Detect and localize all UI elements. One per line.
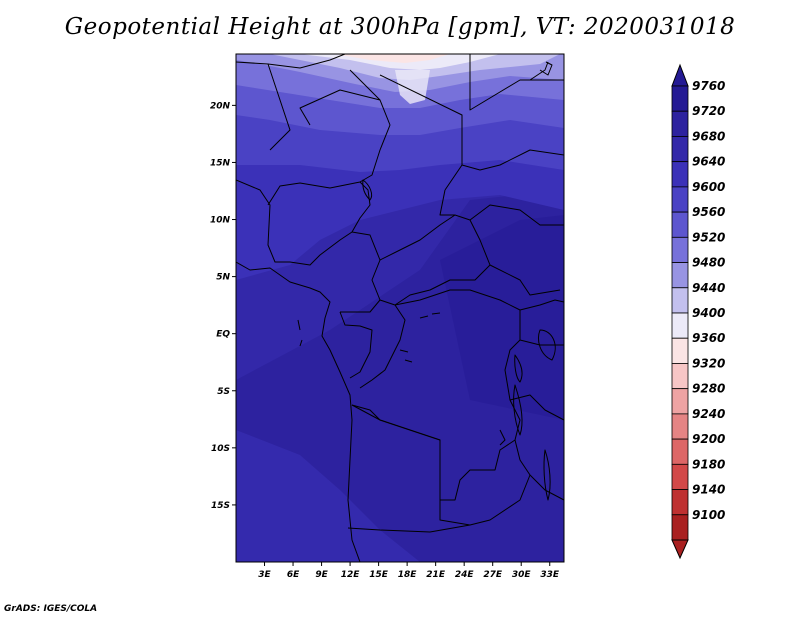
map-frame <box>235 53 565 563</box>
colorbar-label: 9480 <box>692 256 725 270</box>
colorbar-band <box>671 413 689 440</box>
colorbar-band <box>671 363 689 390</box>
colorbar-band <box>671 337 689 364</box>
lat-tick-label: 5S <box>217 387 230 397</box>
colorbar-label: 9720 <box>692 104 725 118</box>
latitude-axis: 20N 15N 10N 5N EQ 5S 10S 15S <box>210 101 236 511</box>
colorbar-top-arrow <box>671 63 689 87</box>
lon-tick-label: 27E <box>483 570 503 580</box>
lon-tick-label: 12E <box>341 570 361 580</box>
lat-tick-label: 10N <box>210 216 231 226</box>
colorbar-label: 9180 <box>692 457 725 471</box>
colorbar-label: 9600 <box>692 180 725 194</box>
lat-tick-label: EQ <box>216 330 230 340</box>
colorbar-label: 9400 <box>692 306 725 320</box>
lon-tick-label: 6E <box>287 570 300 580</box>
longitude-axis: 3E 6E 9E 12E 15E 18E 21E 24E 27E 30E 33E <box>258 562 560 580</box>
lat-tick-label: 5N <box>216 273 230 283</box>
lat-tick-label: 10S <box>211 444 230 454</box>
colorbar-label: 9240 <box>692 407 725 421</box>
colorbar-label: 9640 <box>692 155 725 169</box>
lat-tick-label: 15N <box>210 158 231 168</box>
colorbar-band <box>671 110 689 137</box>
colorbar-band <box>671 312 689 339</box>
lat-tick-label: 20N <box>210 101 231 111</box>
colorbar-band <box>671 287 689 314</box>
lat-tick-label: 15S <box>211 501 230 511</box>
lon-tick-label: 33E <box>540 570 560 580</box>
map-title: Geopotential Height at 300hPa [gpm], VT:… <box>64 14 736 40</box>
lon-tick-label: 15E <box>369 570 389 580</box>
colorbar-label: 9360 <box>692 331 725 345</box>
lon-tick-label: 18E <box>398 570 418 580</box>
colorbar-label: 9760 <box>692 79 725 93</box>
colorbar-band <box>671 514 689 541</box>
colorbar-label: 9140 <box>692 483 725 497</box>
lon-tick-label: 30E <box>512 570 532 580</box>
colorbar-bottom-arrow <box>671 539 689 560</box>
colorbar-label: 9280 <box>692 382 725 396</box>
colorbar-label: 9560 <box>692 205 725 219</box>
software-credit: GrADS: IGES/COLA <box>4 604 98 614</box>
colorbar-band <box>671 262 689 289</box>
colorbar-band <box>671 211 689 238</box>
colorbar-band <box>671 489 689 516</box>
colorbar-legend: 9760 9720 9680 9640 9600 9560 9520 9480 9440 9400… <box>671 63 725 560</box>
colorbar-band <box>671 388 689 415</box>
colorbar-label: 9680 <box>692 129 725 143</box>
country-borders <box>236 54 564 562</box>
colorbar-label: 9520 <box>692 230 725 244</box>
colorbar-band <box>671 236 689 263</box>
colorbar-band <box>671 161 689 188</box>
colorbar-band <box>671 438 689 465</box>
colorbar-band <box>671 186 689 213</box>
lon-tick-label: 3E <box>258 570 271 580</box>
contour-field <box>236 54 564 562</box>
lon-tick-label: 24E <box>455 570 475 580</box>
lon-tick-label: 9E <box>315 570 328 580</box>
colorbar-label: 9100 <box>692 508 725 522</box>
colorbar-band <box>671 85 689 112</box>
colorbar-label: 9200 <box>692 432 725 446</box>
colorbar-label: 9320 <box>692 356 725 370</box>
lon-tick-label: 21E <box>426 570 446 580</box>
colorbar-label: 9440 <box>692 281 725 295</box>
colorbar-band <box>671 136 689 163</box>
colorbar-band <box>671 463 689 490</box>
